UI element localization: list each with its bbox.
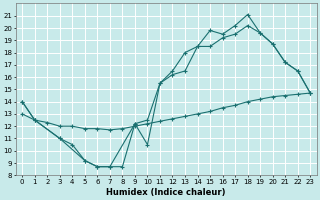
X-axis label: Humidex (Indice chaleur): Humidex (Indice chaleur) [107, 188, 226, 197]
